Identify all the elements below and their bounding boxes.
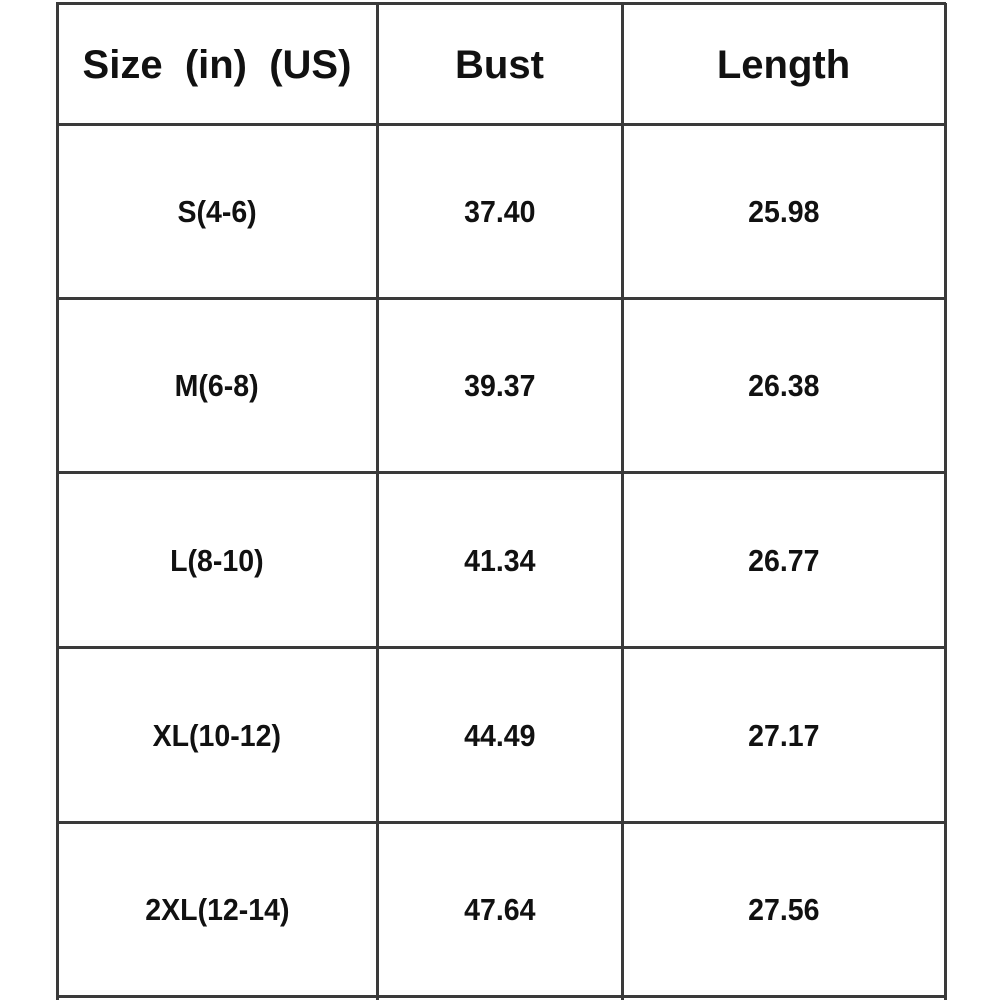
table-column-divider bbox=[621, 3, 624, 1000]
table-cell-size: S(4-6) bbox=[57, 126, 377, 298]
cell-text: 26.38 bbox=[747, 368, 820, 403]
table-cell-length: 26.38 bbox=[622, 300, 945, 472]
cell-text: 26.77 bbox=[747, 542, 820, 578]
table-row-divider bbox=[56, 995, 946, 998]
cell-text: M(6-8) bbox=[175, 368, 259, 403]
table-row-divider bbox=[56, 297, 946, 300]
table-cell-size: 2XL(12-14) bbox=[57, 824, 377, 996]
column-header-length: Length bbox=[716, 42, 851, 87]
cell-text: 37.40 bbox=[463, 194, 536, 229]
table-cell-length: 26.77 bbox=[622, 474, 945, 647]
table-cell-size: L(8-10) bbox=[57, 474, 377, 647]
cell-text: 47.64 bbox=[463, 892, 536, 927]
table-cell-bust: 41.34 bbox=[377, 474, 622, 647]
table-cell-length: 27.17 bbox=[622, 649, 945, 822]
cell-text: 27.56 bbox=[747, 892, 820, 927]
table-cell-size: M(6-8) bbox=[57, 300, 377, 472]
table-column-divider bbox=[56, 3, 59, 1000]
table-row-divider bbox=[56, 821, 946, 824]
cell-text: L(8-10) bbox=[170, 542, 264, 578]
table-column-divider bbox=[944, 3, 947, 1000]
table-cell-bust: 39.37 bbox=[377, 300, 622, 472]
column-header-bust: Bust bbox=[455, 42, 544, 87]
column-header-size: Size (in) (US) bbox=[82, 42, 352, 87]
table-cell-bust: 44.49 bbox=[377, 649, 622, 822]
table-cell-length: 25.98 bbox=[622, 126, 945, 298]
cell-text: 25.98 bbox=[747, 194, 820, 229]
table-cell-size: XL(10-12) bbox=[57, 649, 377, 822]
table-row-divider bbox=[56, 471, 946, 474]
table-column-divider bbox=[376, 3, 379, 1000]
table-row-divider bbox=[56, 646, 946, 649]
table-row-divider bbox=[56, 2, 946, 5]
cell-text: 44.49 bbox=[463, 717, 536, 753]
table-cell-bust: 47.64 bbox=[377, 824, 622, 996]
cell-text: S(4-6) bbox=[177, 194, 257, 229]
table-cell-length: 27.56 bbox=[622, 824, 945, 996]
cell-text: 27.17 bbox=[747, 717, 820, 753]
cell-text: 2XL(12-14) bbox=[144, 892, 290, 927]
table-cell-bust: 37.40 bbox=[377, 126, 622, 298]
cell-text: XL(10-12) bbox=[152, 717, 282, 753]
cell-text: 39.37 bbox=[463, 368, 536, 403]
table-row-divider bbox=[56, 123, 946, 126]
cell-text: 41.34 bbox=[463, 542, 536, 578]
